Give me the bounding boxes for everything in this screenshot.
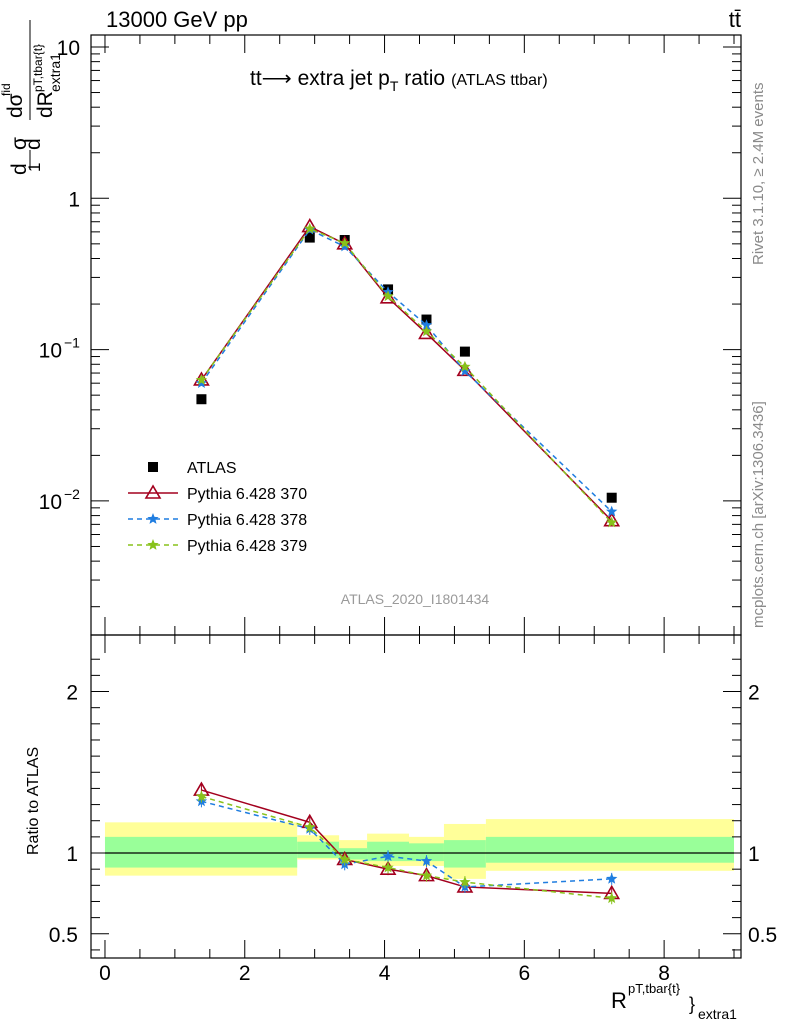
ratio-point-2 [459, 876, 471, 887]
rivet-label: Rivet 3.1.10, ≥ 2.4M events [750, 83, 767, 266]
ratio-xlabel: R [611, 988, 627, 1013]
ratio-ytick-label: 1 [66, 843, 78, 866]
main-point-0 [304, 232, 315, 243]
main-point-3 [195, 374, 208, 385]
legend-marker-1 [144, 484, 162, 499]
main-series-line-3 [200, 227, 613, 524]
main-point-0 [606, 492, 617, 503]
ratio-frame [90, 634, 742, 959]
legend-marker-2 [147, 513, 159, 524]
ratio-point-2 [195, 790, 208, 802]
main-point-3 [420, 325, 433, 337]
main-title-note: (ATLAS ttbar) [451, 72, 548, 89]
ratio-bands [104, 819, 735, 879]
main-point-2 [606, 505, 618, 517]
main-point-2 [420, 319, 433, 330]
ratio-ytick-label: 2 [66, 682, 78, 705]
main-ylabel-frac-a: d [8, 163, 31, 175]
ratio-ytick-label-right: 1 [748, 843, 760, 866]
ratio-point-2 [606, 892, 618, 904]
main-point-1 [418, 324, 435, 340]
main-series-line-1 [200, 225, 613, 522]
main-point-0 [196, 394, 207, 405]
main-ylabel-frac-d: d [22, 138, 45, 150]
main-ylabel-sup: pT,tbar{t} [31, 44, 45, 92]
main-title-text: tt⟶ extra jet p [250, 67, 390, 90]
main-point-2 [339, 240, 351, 252]
ratio-point-2 [420, 869, 433, 881]
ratio-point-1 [420, 855, 433, 866]
header-right: tt̄ [729, 7, 741, 32]
main-point-3 [339, 237, 351, 248]
ratio-band-inner [485, 836, 735, 863]
ratio-xlabel-sup: pT,tbar{t} [628, 981, 681, 996]
ratio-xlabel-main: R [611, 988, 627, 1013]
main-ylabel-dR: dR [34, 91, 57, 118]
main-title-sub: T [390, 78, 399, 94]
ratio-ytick-label-right: 2 [748, 682, 760, 705]
legend-marker-0 [148, 462, 158, 472]
ratio-band-inner [104, 836, 298, 868]
main-ylabel-sub: extra1 [47, 53, 63, 92]
ratio-point-2 [304, 821, 316, 832]
legend-label-1: Pythia 6.428 370 [187, 486, 307, 503]
main-ylabel-dsig: dσ [4, 93, 27, 118]
legend-marker-3 [147, 539, 159, 550]
ratio-xtick-label: 0 [99, 962, 111, 985]
ratio-xtick-label: 6 [518, 962, 530, 985]
ratio-ticks: 0.5 0.5 1 1 2 2 0 2 4 6 8 [49, 635, 777, 985]
legend-label-2: Pythia 6.428 378 [187, 512, 307, 529]
main-title: tt⟶ extra jet pT ratio (ATLAS ttbar) [250, 67, 548, 94]
main-ylabel-fid: fid [0, 83, 13, 96]
legend: ATLAS Pythia 6.428 370 Pythia 6.428 378 Pyt… [128, 460, 307, 555]
main-point-3 [606, 516, 618, 528]
ratio-band-inner [297, 841, 340, 858]
main-ylabel-frac-c: σ [8, 137, 31, 150]
ratio-xlabel-brace: } [689, 994, 695, 1014]
ratio-band-inner [339, 848, 368, 860]
ratio-xtick-label: 8 [658, 962, 670, 985]
ratio-panel: 0.5 0.5 1 1 2 2 0 2 4 6 8 Ratio to ATLAS R pT,tbar… [25, 634, 777, 1022]
ratio-point-2 [382, 861, 394, 873]
legend-label-0: ATLAS [187, 460, 237, 477]
header-left: 13000 GeV pp [106, 7, 248, 32]
main-point-0 [459, 346, 470, 357]
main-ylabel-frac-b: 1 [25, 163, 44, 172]
ratio-xtick-label: 4 [379, 962, 391, 985]
ratio-point-1 [382, 850, 394, 862]
ratio-band-inner [409, 843, 444, 862]
ratio-point-2 [339, 853, 351, 865]
ratio-xlabel-sub: extra1 [698, 1006, 737, 1022]
watermark: ATLAS_2020_I1801434 [341, 591, 490, 607]
main-ytick-exponent: −1 [64, 335, 80, 351]
ratio-ytick-label: 0.5 [49, 924, 78, 947]
ratio-ytick-label-right: 0.5 [748, 924, 777, 947]
main-point-2 [459, 365, 471, 377]
ratio-series-layer [193, 781, 621, 905]
legend-label-3: Pythia 6.428 379 [187, 538, 307, 555]
main-point-3 [382, 290, 394, 302]
ratio-ylabel: Ratio to ATLAS [25, 747, 42, 855]
main-ylabel: d 1 σ d dσ fid dR pT,tbar{t} extra1 [0, 20, 63, 175]
mcplots-label: mcplots.cern.ch [arXiv:1306.3436] [750, 401, 767, 628]
main-series-line-2 [200, 228, 613, 513]
ratio-xtick-label: 2 [239, 962, 251, 985]
main-ytick-label: 1 [68, 188, 80, 211]
main-point-3 [304, 222, 316, 234]
main-point-3 [459, 360, 471, 372]
main-ytick-exponent: −2 [64, 486, 80, 502]
main-ytick-label: 10 [39, 491, 62, 514]
main-title-tail: ratio [398, 67, 445, 90]
ratio-point-1 [606, 872, 618, 884]
ratio-band-inner [443, 840, 486, 868]
main-series-layer [193, 218, 621, 528]
main-ytick-label: 10 [57, 37, 80, 60]
main-ytick-label: 10 [39, 340, 62, 363]
